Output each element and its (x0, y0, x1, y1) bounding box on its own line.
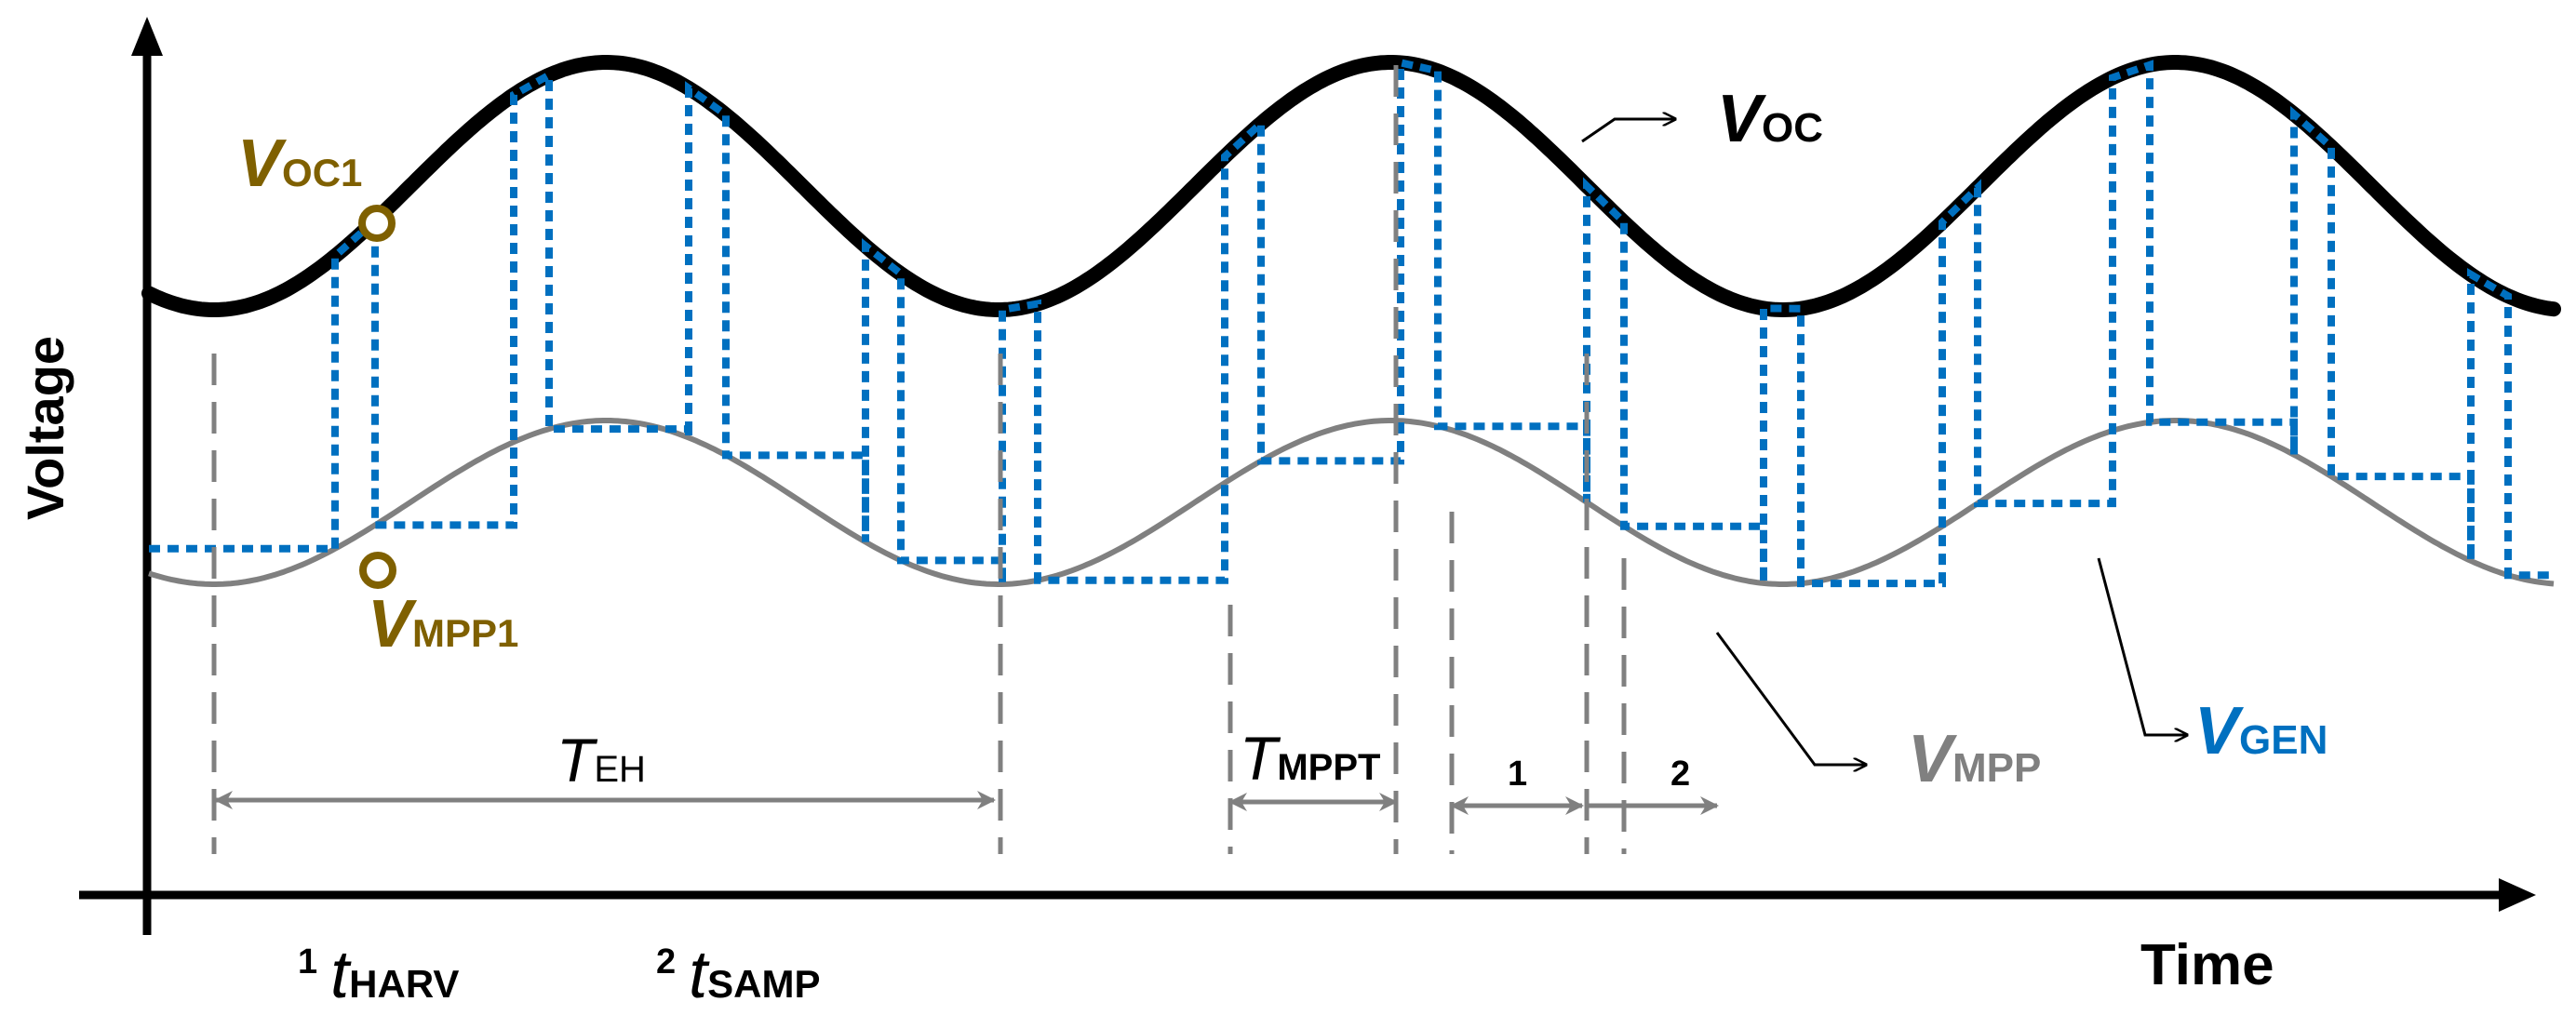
voc-callout-arrow (1581, 119, 1675, 143)
vgen-staircase (149, 58, 2555, 588)
y-axis-arrowhead (131, 17, 163, 56)
x-axis-arrowhead (2499, 878, 2536, 912)
vmpp-curve (148, 418, 2555, 587)
voc1-label: VOC1 (237, 127, 362, 201)
interval-2-label: 2 (1670, 755, 1690, 794)
vmpp-callout-arrow (1715, 632, 1866, 765)
x-axis-label: Time (2140, 933, 2274, 997)
footnote-harv: 1 tHARV (298, 938, 459, 1012)
vgen-callout-arrow (2097, 557, 2187, 735)
tmppt-label: TMPPT (1240, 724, 1380, 793)
vgen-label: VGEN (2194, 694, 2328, 768)
voc1-marker (358, 205, 396, 242)
vmpp1-label: VMPP1 (368, 587, 518, 661)
vgen-trace (149, 58, 2555, 588)
voc-label: VOC (1717, 82, 1823, 156)
interval-1-label: 1 (1508, 755, 1527, 794)
timing-guides (211, 65, 1627, 854)
callout-arrows (1581, 119, 2187, 765)
axes (79, 17, 2536, 935)
vmpp1-marker (359, 552, 396, 589)
vmpp-label: VMPP (1908, 722, 2041, 796)
interval-arrows (214, 791, 1719, 815)
voc-curve (141, 55, 2561, 318)
teh-label: TEH (557, 726, 646, 795)
y-axis-label: Voltage (16, 336, 74, 520)
footnote-samp: 2 tSAMP (656, 938, 821, 1012)
